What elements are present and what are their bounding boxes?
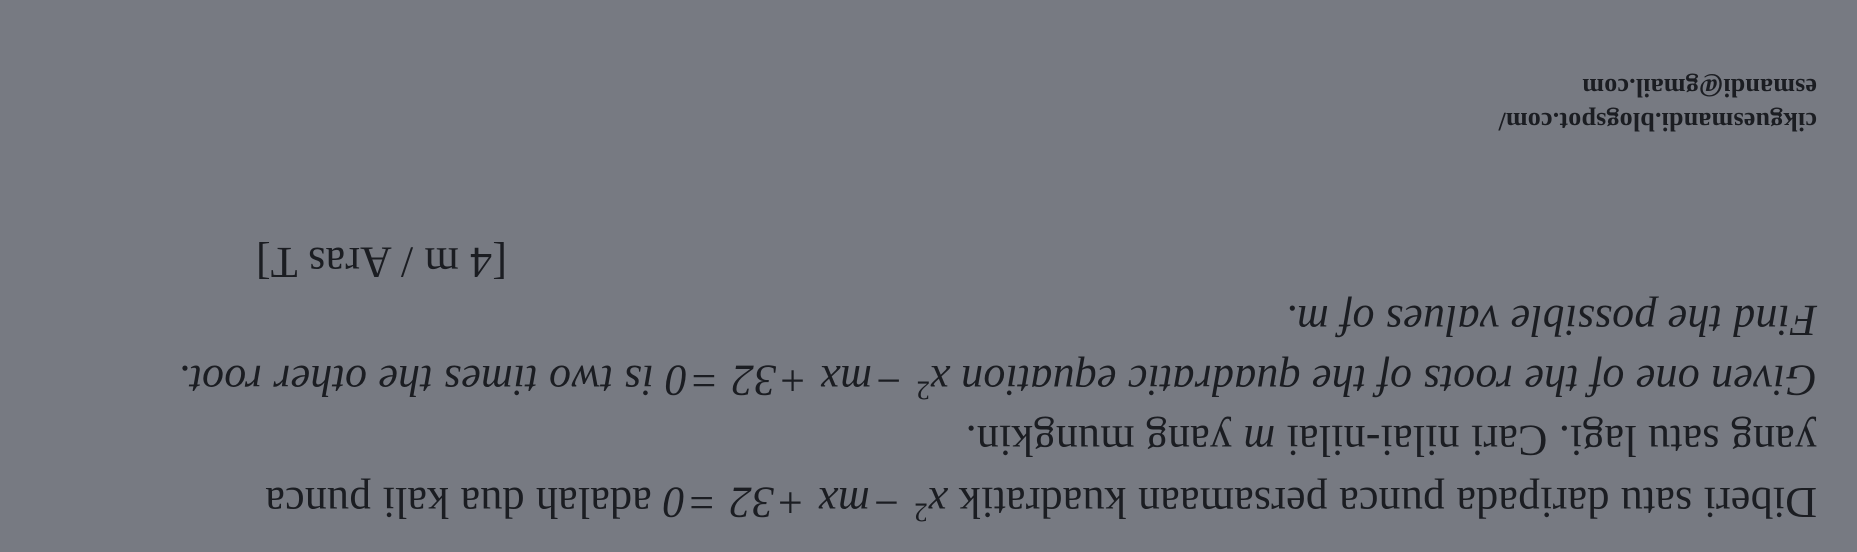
q-line1-pre: Diberi satu daripada punca persamaan kua…	[948, 478, 1817, 527]
eq2-c: 32	[732, 356, 776, 405]
eq-sup: 2	[914, 498, 928, 528]
eq2-minus: −	[872, 356, 905, 405]
marks-text: [4 m / Aras T]	[256, 238, 507, 287]
q-line3-pre: Given one of the roots of the quadratic …	[950, 356, 1817, 405]
q-line3-post: is two times the other root.	[178, 356, 654, 405]
eq-x: x	[928, 478, 948, 527]
eq-mx: mx	[818, 478, 870, 527]
q-line2-var: m	[1243, 416, 1275, 465]
marks-allocation: [4 m / Aras T]	[256, 240, 507, 284]
q-line4-pre: Find the possible values of	[1329, 296, 1817, 345]
eq2-x: x	[930, 356, 950, 405]
q-line2-pre: yang satu lagi. Cari nilai-nilai	[1275, 416, 1817, 465]
eq2-sup: 2	[916, 376, 930, 406]
question-line-1: Diberi satu daripada punca persamaan kua…	[265, 480, 1817, 524]
eq2-eq: =	[687, 356, 720, 405]
q-line2-post: yang mungkin.	[965, 416, 1243, 465]
q-line1-post: adalah dua kali punca	[265, 478, 652, 527]
q-line4-var: m	[1297, 296, 1329, 345]
eq2-zero: 0	[665, 356, 687, 405]
eq-c: 32	[729, 478, 773, 527]
footer-email-text: esmandi@gmail.com	[1582, 73, 1817, 102]
equation-inline-1: x2 −mx +32 =0	[652, 478, 948, 527]
eq-minus: −	[870, 478, 903, 527]
footer-email: esmandi@gmail.com	[1582, 74, 1817, 100]
eq-plus: +	[774, 478, 807, 527]
footer-site-text: cikguesmandi.blogspot.com/	[1498, 107, 1817, 136]
eq2-plus: +	[776, 356, 809, 405]
eq-zero: 0	[663, 478, 685, 527]
question-line-4-english: Find the possible values of m.	[1286, 298, 1818, 342]
equation-inline-2: x2 −mx +32 =0	[654, 356, 950, 405]
eq2-mx: mx	[820, 356, 872, 405]
question-line-2: yang satu lagi. Cari nilai-nilai m yang …	[965, 418, 1817, 462]
q-line4-post: .	[1286, 296, 1297, 345]
footer-site-url: cikguesmandi.blogspot.com/	[1498, 108, 1817, 134]
scanned-page: Diberi satu daripada punca persamaan kua…	[0, 0, 1857, 552]
eq-eq: =	[685, 478, 718, 527]
question-line-3-english: Given one of the roots of the quadratic …	[178, 358, 1817, 402]
